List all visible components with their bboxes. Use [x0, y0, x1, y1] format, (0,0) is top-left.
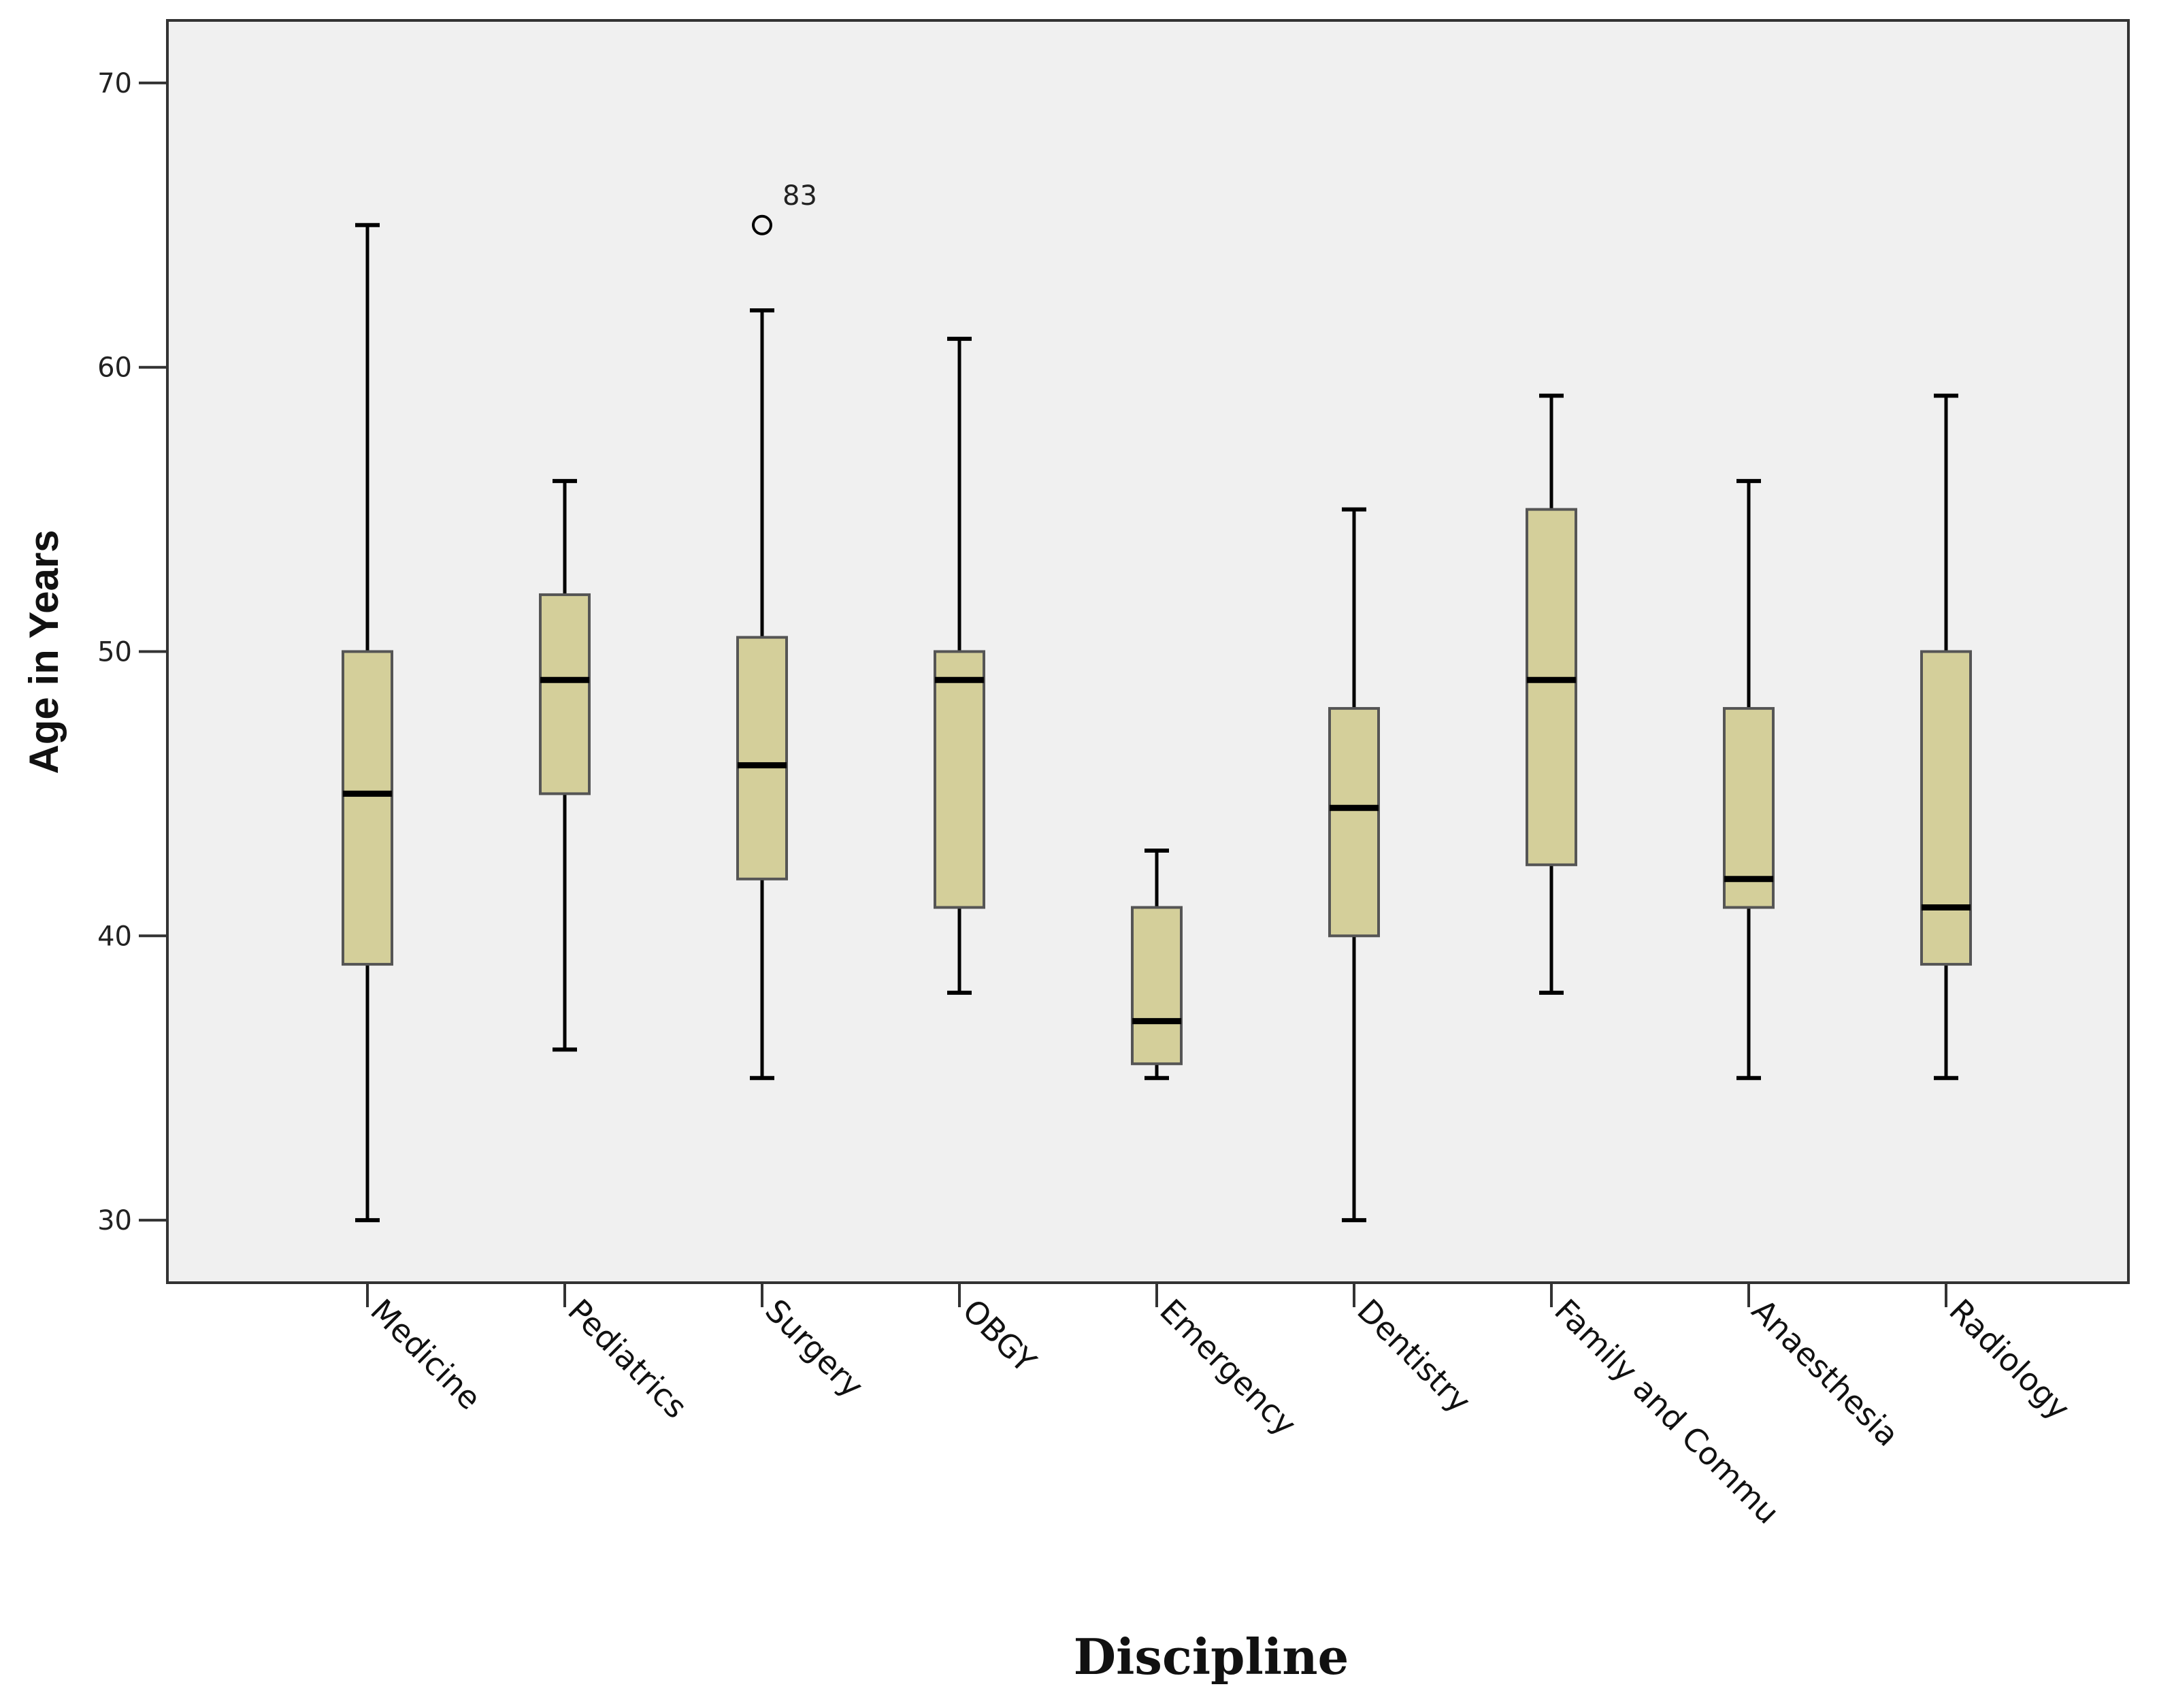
x-tick-label: Radiology [1942, 1292, 2077, 1427]
y-tick-label: 30 [97, 1205, 132, 1236]
x-tick-label: Anaesthesia [1745, 1292, 1906, 1454]
x-tick-label: Family and Commu [1547, 1292, 1786, 1531]
box-radiology [1920, 393, 1972, 1081]
y-tick-label: 70 [97, 68, 132, 99]
iqr-box [1131, 906, 1183, 1066]
iqr-box [1723, 707, 1775, 909]
x-tick-label: OBGY [955, 1292, 1044, 1381]
iqr-box [934, 650, 985, 909]
x-tick-label: Surgery [758, 1292, 871, 1405]
box-dentistry [1328, 507, 1380, 1223]
iqr-box [539, 593, 591, 795]
box-medicine [342, 223, 393, 1223]
y-tick-label: 60 [97, 352, 132, 384]
y-axis: 30 40 50 60 70 [97, 68, 167, 1236]
box-family-and-community [1526, 393, 1577, 995]
x-tick-label: Dentistry [1350, 1292, 1478, 1420]
iqr-box [1526, 508, 1577, 866]
box-anaesthesia [1723, 478, 1775, 1081]
box-pediatrics [539, 478, 591, 1052]
iqr-box [736, 636, 788, 881]
iqr-box [1328, 707, 1380, 938]
y-axis-title: Age in Years [21, 529, 67, 774]
iqr-box [342, 650, 393, 966]
x-tick-label: Pediatrics [561, 1292, 694, 1426]
outlier-label: 83 [783, 180, 817, 212]
x-tick-label: Emergency [1153, 1292, 1304, 1443]
x-axis-title: Discipline [1074, 1628, 1349, 1686]
box-emergency [1131, 848, 1183, 1081]
iqr-box [1920, 650, 1972, 966]
x-axis: Medicine Pediatrics Surgery OBGY Emergency De… [363, 1283, 2077, 1531]
x-tick-label: Medicine [363, 1292, 488, 1417]
box-obgy [934, 336, 985, 995]
y-tick-label: 50 [97, 637, 132, 668]
box-series: 83 [342, 180, 1972, 1223]
y-tick-label: 40 [97, 921, 132, 952]
plot-area [166, 19, 2130, 1284]
outlier-point [752, 214, 772, 235]
box-surgery [736, 308, 788, 1081]
